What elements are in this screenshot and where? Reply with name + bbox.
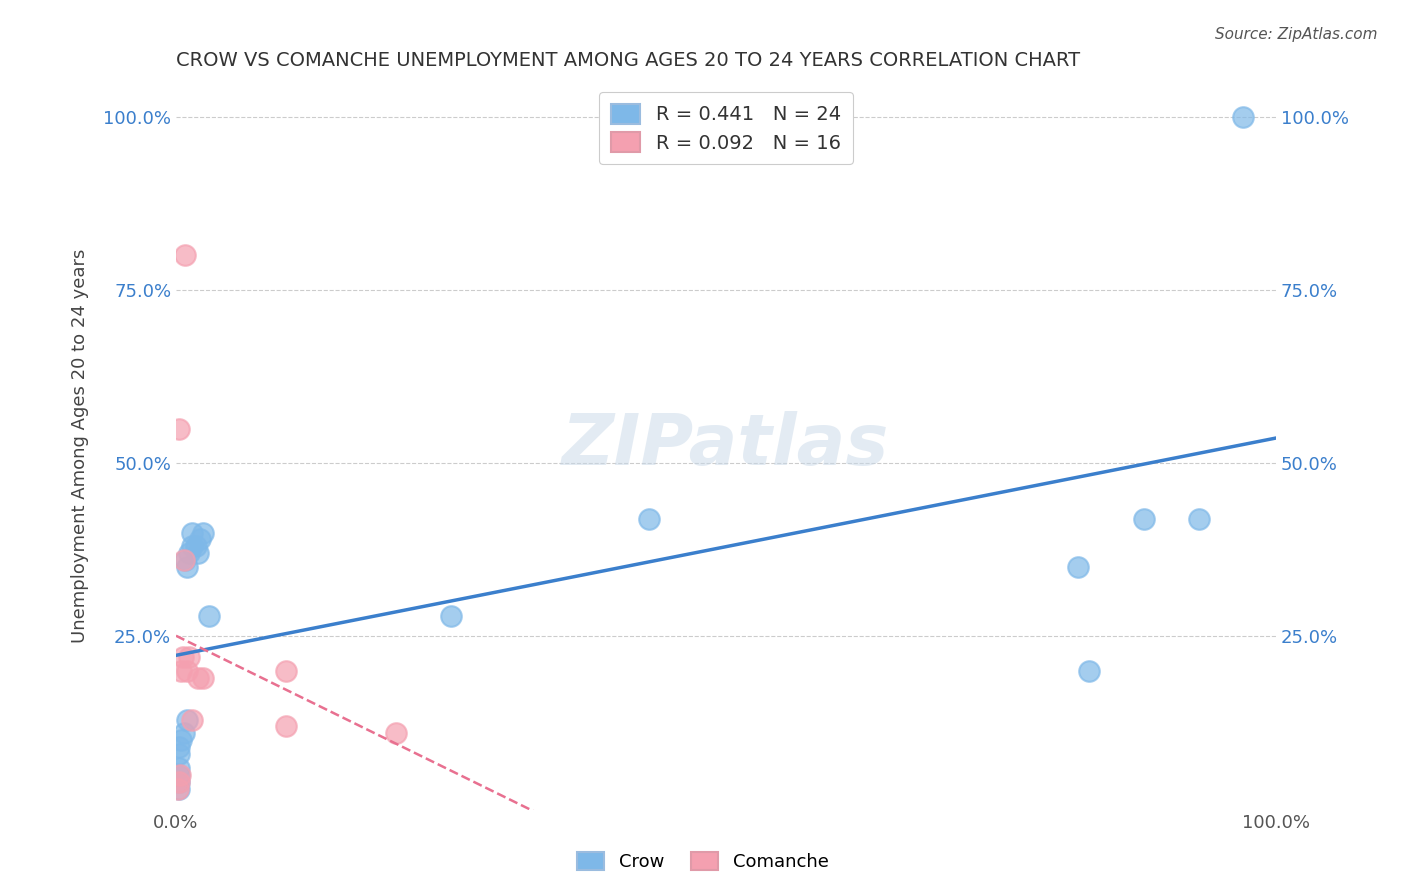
Y-axis label: Unemployment Among Ages 20 to 24 years: Unemployment Among Ages 20 to 24 years	[72, 249, 89, 643]
Point	[169, 740, 191, 755]
Point	[440, 608, 463, 623]
Point	[638, 511, 661, 525]
Point	[188, 533, 211, 547]
Point	[198, 608, 221, 623]
Point	[169, 768, 191, 782]
Legend: R = 0.441   N = 24, R = 0.092   N = 16: R = 0.441 N = 24, R = 0.092 N = 16	[599, 92, 852, 164]
Text: ZIPatlas: ZIPatlas	[562, 411, 890, 481]
Point	[169, 774, 191, 789]
Point	[176, 664, 198, 678]
Point	[167, 781, 190, 796]
Point	[169, 422, 191, 436]
Point	[179, 546, 201, 560]
Point	[170, 733, 193, 747]
Point	[187, 671, 209, 685]
Point	[169, 781, 191, 796]
Point	[173, 553, 195, 567]
Point	[170, 664, 193, 678]
Point	[181, 713, 204, 727]
Point	[193, 525, 215, 540]
Point	[172, 650, 194, 665]
Point	[173, 726, 195, 740]
Text: CROW VS COMANCHE UNEMPLOYMENT AMONG AGES 20 TO 24 YEARS CORRELATION CHART: CROW VS COMANCHE UNEMPLOYMENT AMONG AGES…	[176, 51, 1080, 70]
Point	[1188, 511, 1211, 525]
Point	[169, 761, 191, 775]
Point	[181, 525, 204, 540]
Text: Source: ZipAtlas.com: Source: ZipAtlas.com	[1215, 27, 1378, 42]
Point	[169, 768, 191, 782]
Point	[1232, 110, 1254, 124]
Point	[274, 719, 297, 733]
Point	[1133, 511, 1156, 525]
Point	[169, 747, 191, 761]
Point	[169, 774, 191, 789]
Point	[184, 540, 207, 554]
Point	[1078, 664, 1101, 678]
Point	[176, 560, 198, 574]
Point	[385, 726, 408, 740]
Point	[176, 713, 198, 727]
Point	[179, 650, 201, 665]
Legend: Crow, Comanche: Crow, Comanche	[569, 845, 837, 879]
Point	[181, 540, 204, 554]
Point	[173, 248, 195, 262]
Point	[1067, 560, 1090, 574]
Point	[274, 664, 297, 678]
Point	[187, 546, 209, 560]
Point	[173, 553, 195, 567]
Point	[193, 671, 215, 685]
